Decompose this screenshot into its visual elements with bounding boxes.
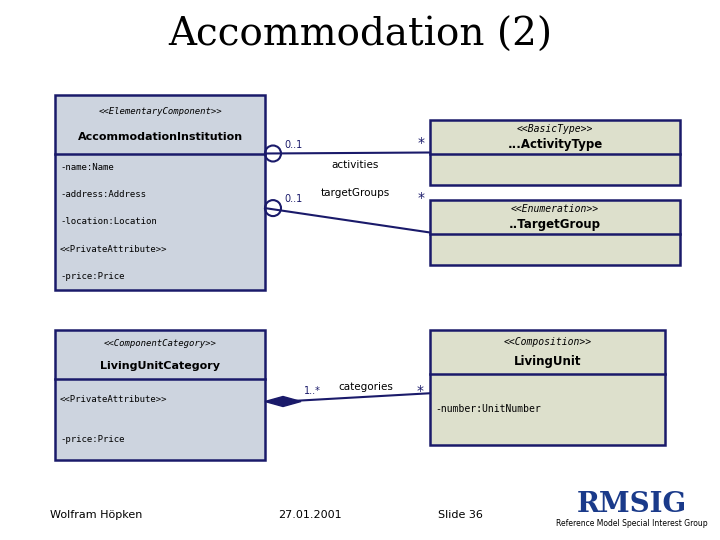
- Bar: [430, 330, 665, 445]
- Bar: [55, 95, 265, 290]
- Text: ...ActivityType: ...ActivityType: [508, 138, 603, 151]
- Text: categories: categories: [338, 382, 393, 393]
- Text: <<PrivateAttribute>>: <<PrivateAttribute>>: [60, 245, 168, 254]
- Text: <<PrivateAttribute>>: <<PrivateAttribute>>: [60, 395, 168, 404]
- Text: -name:Name: -name:Name: [60, 163, 114, 172]
- Text: LivingUnitCategory: LivingUnitCategory: [100, 361, 220, 370]
- Text: RMSIG: RMSIG: [577, 491, 687, 518]
- Text: 1..*: 1..*: [304, 387, 321, 396]
- Text: -address:Address: -address:Address: [60, 190, 146, 199]
- Text: -location:Location: -location:Location: [60, 217, 157, 226]
- Text: Reference Model Special Interest Group: Reference Model Special Interest Group: [556, 519, 708, 529]
- Polygon shape: [265, 396, 301, 407]
- Text: *: *: [418, 137, 425, 151]
- Text: <<ComponentCategory>>: <<ComponentCategory>>: [104, 339, 217, 348]
- Bar: [55, 330, 265, 460]
- Text: *: *: [418, 191, 425, 205]
- Text: Wolfram Höpken: Wolfram Höpken: [50, 510, 143, 520]
- Text: -price:Price: -price:Price: [60, 435, 125, 444]
- Text: -number:UnitNumber: -number:UnitNumber: [435, 404, 541, 414]
- Text: targetGroups: targetGroups: [321, 188, 390, 198]
- Text: Accommodation (2): Accommodation (2): [168, 17, 552, 53]
- Text: LivingUnit: LivingUnit: [514, 355, 581, 368]
- Text: ..TargetGroup: ..TargetGroup: [509, 218, 601, 231]
- Text: <<ElementaryComponent>>: <<ElementaryComponent>>: [98, 107, 222, 116]
- Text: Slide 36: Slide 36: [438, 510, 482, 520]
- Text: 0..1: 0..1: [284, 139, 302, 150]
- Text: <<BasicType>>: <<BasicType>>: [517, 124, 593, 134]
- Text: -price:Price: -price:Price: [60, 272, 125, 281]
- Text: AccommodationInstitution: AccommodationInstitution: [78, 132, 243, 142]
- Text: <<Enumeration>>: <<Enumeration>>: [511, 205, 599, 214]
- Text: 27.01.2001: 27.01.2001: [278, 510, 342, 520]
- Text: activities: activities: [332, 159, 379, 170]
- Bar: [430, 200, 680, 265]
- Bar: [430, 120, 680, 185]
- Text: *: *: [417, 383, 424, 397]
- Text: <<Composition>>: <<Composition>>: [503, 338, 592, 347]
- Text: 0..1: 0..1: [284, 194, 302, 204]
